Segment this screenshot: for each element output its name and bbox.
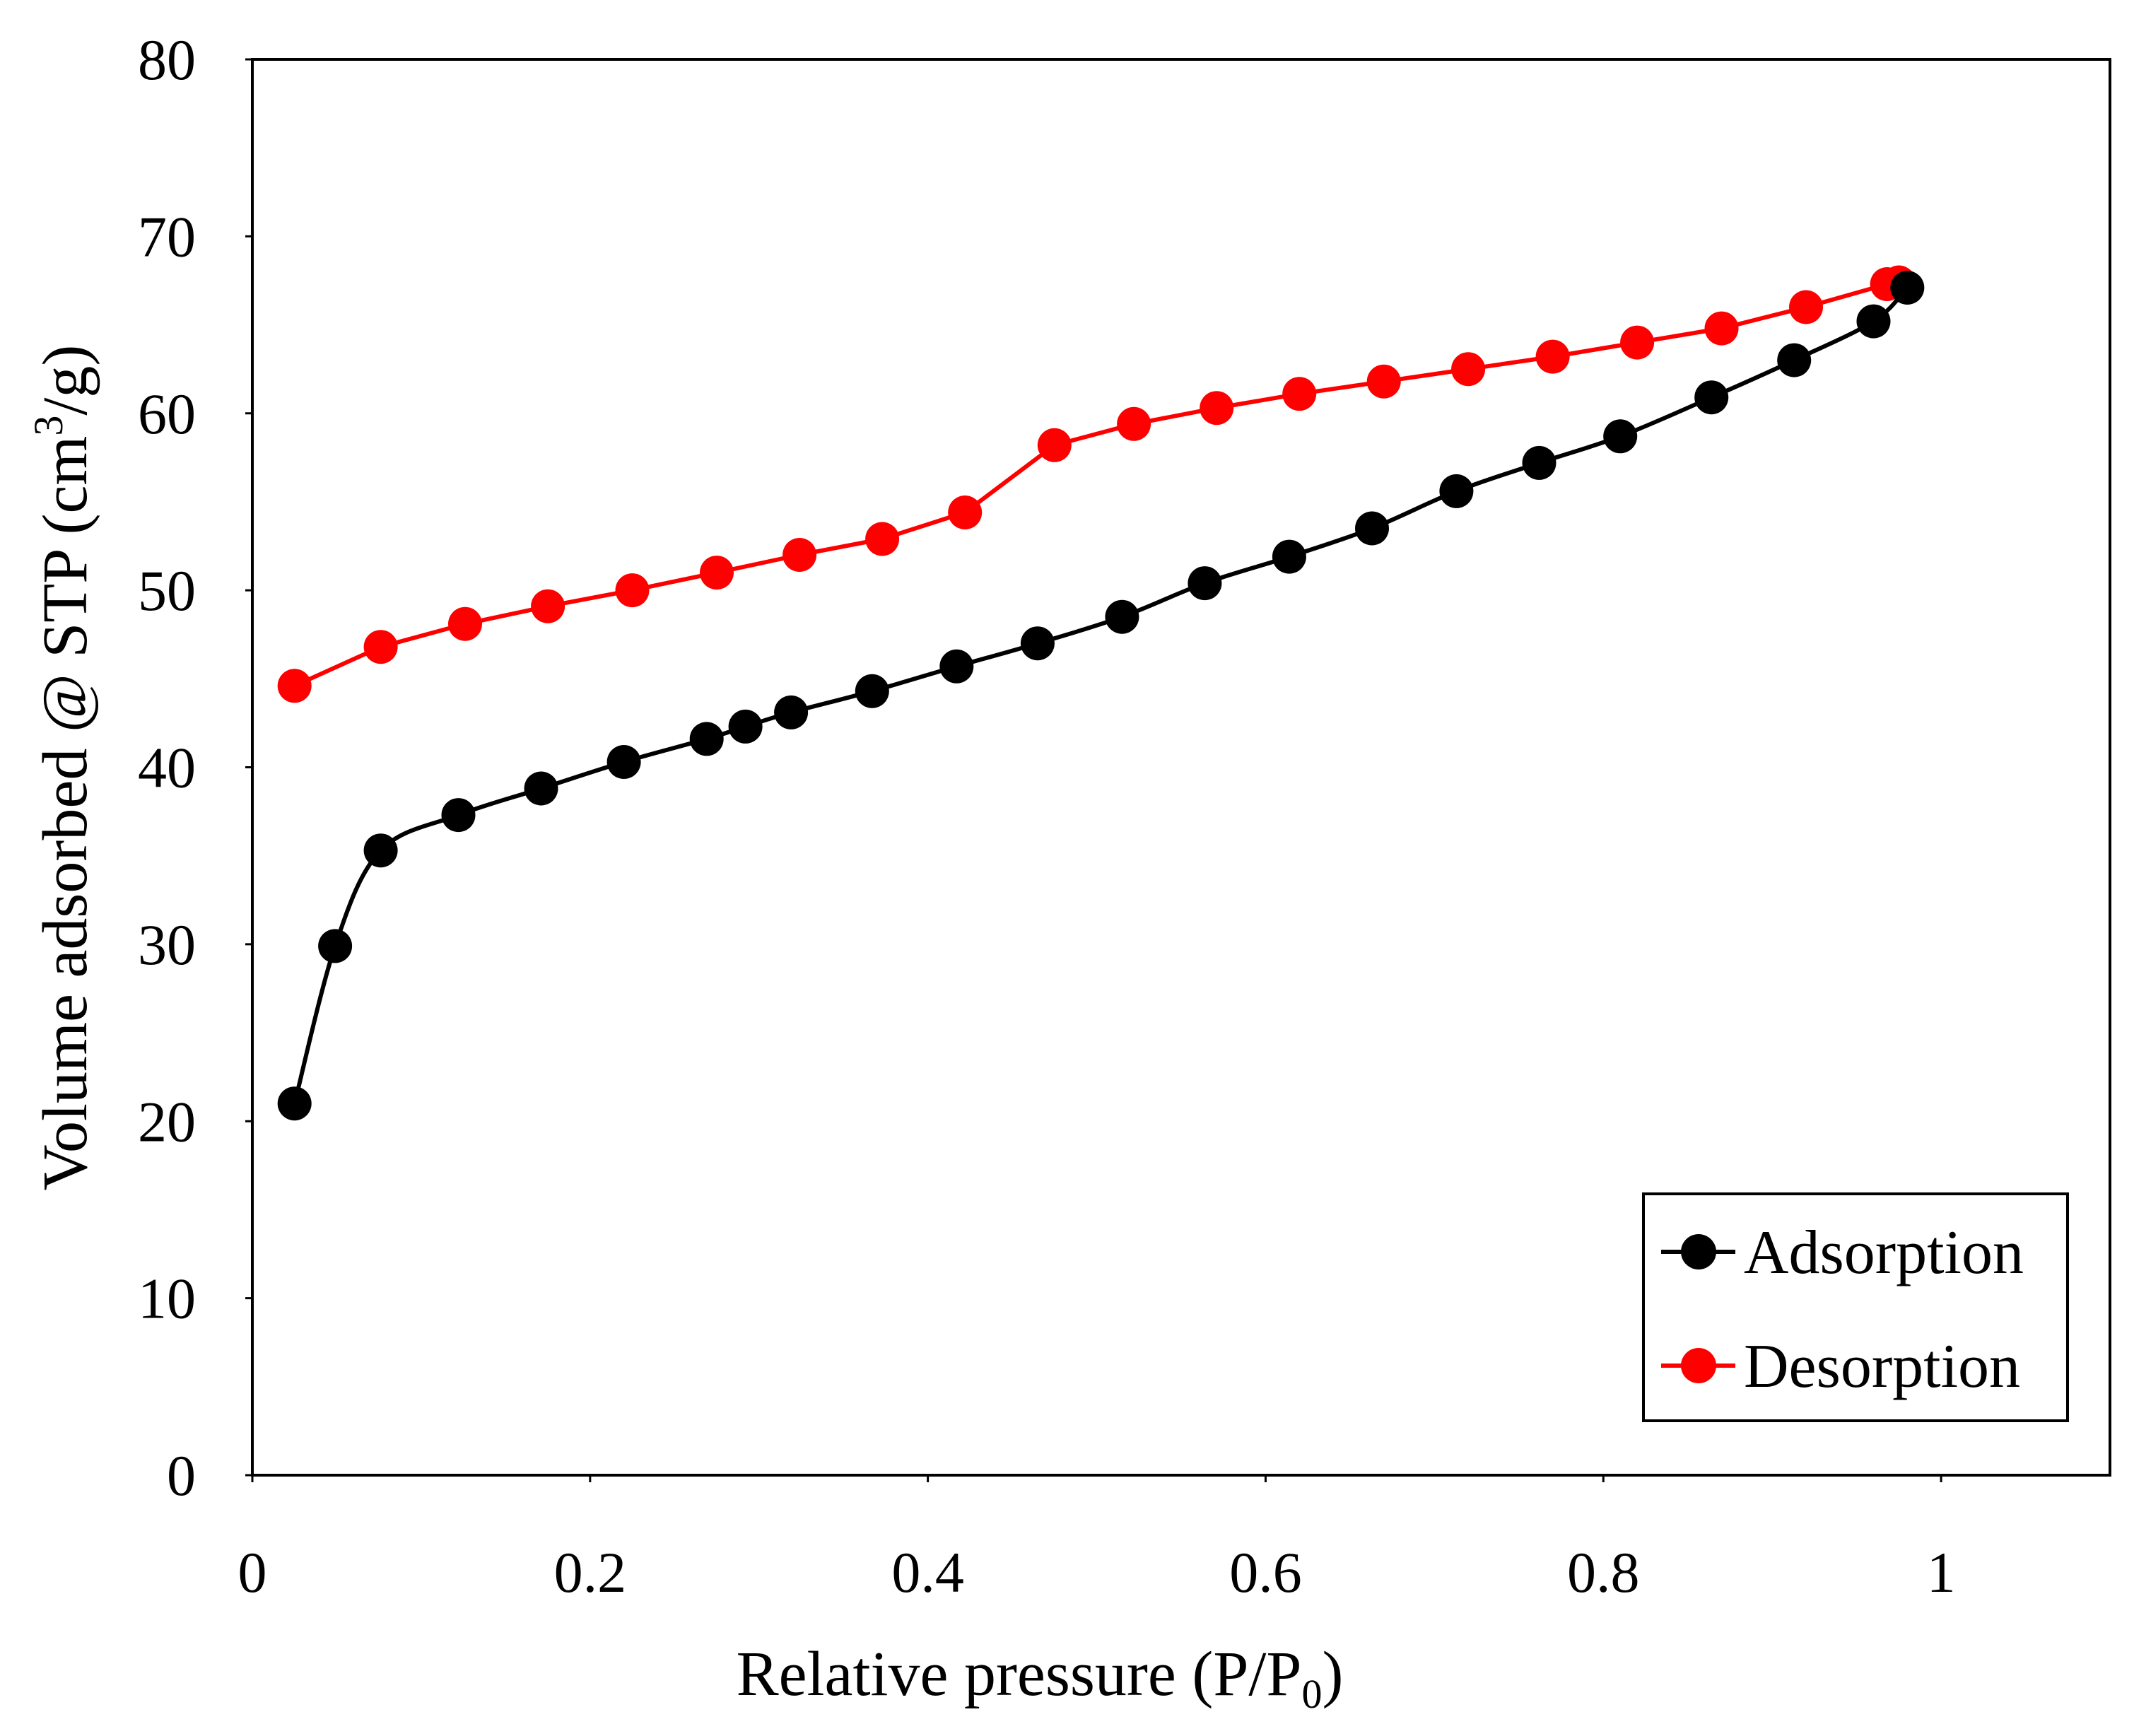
- x-axis-title-end: ): [1322, 1639, 1343, 1709]
- adsorption-point: [1777, 343, 1812, 377]
- y-axis-ticks: 0 10 20 30 40 50 60 70 80: [138, 28, 252, 1508]
- y-axis-title: Volume adsorbed @ STP (cm3/g): [25, 345, 100, 1191]
- legend: Adsorption Desorption: [1642, 1192, 2069, 1422]
- desorption-point: [1366, 364, 1401, 399]
- desorption-point: [277, 669, 312, 703]
- x-tick-label: 0.6: [1229, 1540, 1302, 1605]
- adsorption-point: [1272, 539, 1306, 574]
- series-layer: [277, 265, 1925, 1121]
- x-axis-title: Relative pressure (P/P0): [737, 1639, 1344, 1717]
- adsorption-point: [1105, 599, 1139, 634]
- legend-marker-adsorption: [1681, 1234, 1716, 1269]
- y-tick-label: 70: [138, 204, 196, 269]
- adsorption-point: [1439, 474, 1474, 508]
- desorption-point: [1282, 377, 1317, 411]
- adsorption-point: [606, 745, 641, 779]
- adsorption-point: [277, 1086, 312, 1121]
- y-tick-label: 80: [138, 28, 196, 92]
- y-tick-label: 30: [138, 913, 196, 977]
- x-axis-title-subscript: 0: [1301, 1671, 1322, 1717]
- y-axis-title-superscript: 3: [25, 416, 71, 436]
- adsorption-point: [1355, 511, 1389, 546]
- legend-marker-desorption: [1681, 1348, 1716, 1383]
- desorption-point: [1704, 311, 1739, 346]
- desorption-point: [1200, 391, 1234, 426]
- x-tick-label: 0.4: [891, 1540, 964, 1605]
- adsorption-point: [1603, 419, 1638, 454]
- x-tick-label: 0.2: [554, 1540, 627, 1605]
- desorption-point: [448, 606, 482, 641]
- desorption-point: [615, 573, 650, 608]
- y-tick-label: 50: [138, 558, 196, 623]
- y-tick-label: 20: [138, 1089, 196, 1154]
- desorption-point: [700, 556, 734, 590]
- legend-label-desorption: Desorption: [1744, 1332, 2020, 1401]
- desorption-point: [363, 630, 398, 664]
- desorption-point: [1037, 428, 1072, 462]
- adsorption-point: [774, 695, 809, 729]
- desorption-point: [1789, 290, 1823, 324]
- adsorption-point: [524, 771, 558, 806]
- series-adsorption: [277, 271, 1925, 1121]
- x-tick-label: 0.8: [1567, 1540, 1640, 1605]
- adsorption-point: [1020, 626, 1055, 661]
- desorption-point: [1535, 339, 1570, 374]
- y-tick-label: 60: [138, 382, 196, 446]
- desorption-point: [782, 538, 817, 572]
- desorption-point: [1117, 406, 1151, 441]
- adsorption-point: [855, 674, 889, 708]
- x-axis-ticks: 0 0.2 0.4 0.6 0.8 1: [238, 1475, 1956, 1605]
- adsorption-point: [689, 722, 724, 756]
- adsorption-point: [1522, 445, 1556, 480]
- adsorption-point: [1890, 271, 1925, 305]
- desorption-point: [948, 495, 983, 529]
- x-tick-label: 1: [1927, 1540, 1956, 1605]
- y-tick-label: 10: [138, 1267, 196, 1331]
- adsorption-point: [1856, 304, 1891, 339]
- desorption-point: [1620, 325, 1655, 360]
- y-axis-title-end: /g): [30, 345, 100, 416]
- desorption-point: [1451, 352, 1486, 387]
- adsorption-point: [939, 649, 974, 684]
- y-tick-label: 40: [138, 736, 196, 800]
- adsorption-point: [441, 798, 476, 833]
- adsorption-point: [1694, 380, 1729, 415]
- series-desorption: [277, 265, 1916, 703]
- adsorption-point: [728, 709, 763, 744]
- x-tick-label: 0: [238, 1540, 267, 1605]
- legend-box: [1642, 1192, 2069, 1422]
- adsorption-point: [1188, 566, 1222, 601]
- y-tick-label: 0: [167, 1443, 196, 1508]
- desorption-point: [865, 522, 900, 556]
- desorption-point: [531, 589, 565, 623]
- adsorption-point: [318, 929, 353, 963]
- legend-label-adsorption: Adsorption: [1744, 1219, 2024, 1287]
- adsorption-point: [363, 833, 398, 868]
